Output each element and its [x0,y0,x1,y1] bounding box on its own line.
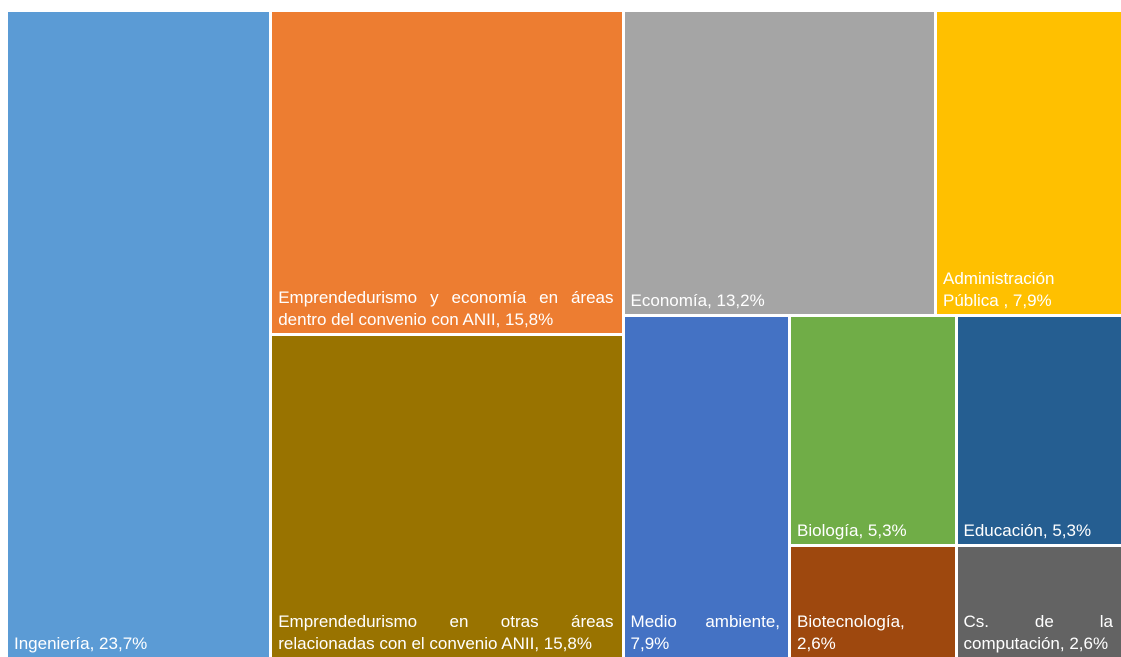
cell-label: Administración Pública , 7,9% [942,269,1055,311]
treemap-cell: Economía, 13,2% [624,12,934,315]
cell-label: Emprendedurismo y economía en áreas dent… [278,288,614,329]
cell-label: Educación, 5,3% [963,521,1092,541]
treemap-cell: Emprendedurismo en otras áreas relaciona… [272,336,622,657]
cell-label: Biotecnología, 2,6% [797,611,905,653]
cell-label: Biología, 5,3% [797,521,907,541]
treemap-cell: Medio ambiente, 7,9% [624,317,789,657]
cell-label: Medio ambiente, 7,9% [630,611,781,653]
cell-label: Emprendedurismo en otras áreas relaciona… [278,612,614,653]
treemap-cell: Educación, 5,3% [957,317,1121,545]
cell-label: Ingeniería, 23,7% [14,634,148,653]
cell-label: Cs. de la computación, 2,6% [963,611,1113,653]
treemap-cell: Biología, 5,3% [791,317,955,545]
treemap-cell: Ingeniería, 23,7% [8,12,270,657]
treemap-cell: Emprendedurismo y economía en áreas dent… [272,12,622,333]
treemap-cell: Biotecnología, 2,6% [791,547,955,657]
treemap-cell: Cs. de la computación, 2,6% [957,547,1121,657]
treemap-cell: Administración Pública , 7,9% [936,12,1121,315]
cell-label: Economía, 13,2% [630,291,765,311]
